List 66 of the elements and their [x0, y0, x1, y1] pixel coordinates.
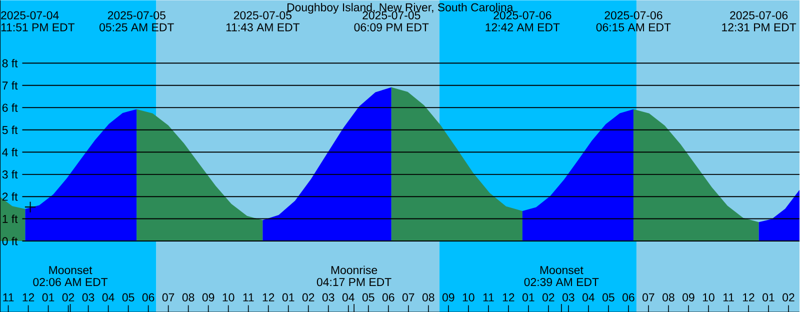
- x-tick-label: 07: [642, 293, 654, 302]
- x-tick-label: 03: [322, 293, 334, 302]
- x-tick-label: 04: [102, 293, 114, 302]
- x-tick-label: 11: [3, 293, 14, 302]
- annotation: 2025-07-04: [1, 11, 59, 20]
- x-tick-label: 09: [442, 293, 454, 302]
- x-tick-label: 11: [243, 293, 254, 302]
- annotation: 2025-07-06: [604, 11, 662, 20]
- x-tick-label: 12: [262, 293, 274, 302]
- x-tick-label: 01: [282, 293, 294, 302]
- x-tick-label: 07: [162, 293, 174, 302]
- x-tick-label: 06: [382, 293, 394, 302]
- x-tick-label: 02: [782, 293, 794, 302]
- x-tick-label: 10: [702, 293, 714, 302]
- x-tick-label: 04: [582, 293, 594, 302]
- x-tick-label: 01: [522, 293, 534, 302]
- annotation: Moonset: [540, 266, 584, 274]
- x-tick-label: 01: [762, 293, 774, 302]
- annotation: 02:06 AM EDT: [33, 278, 108, 286]
- x-tick-label: 05: [362, 293, 374, 302]
- x-tick-label: 02: [302, 293, 314, 302]
- annotation: 04:17 PM EDT: [316, 278, 392, 286]
- annotation: Moonrise: [331, 266, 378, 274]
- x-tick-label: 03: [562, 293, 574, 302]
- annotation: 06:15 AM EDT: [596, 23, 671, 32]
- annotation: 2025-07-05: [362, 11, 420, 20]
- annotation: 06:09 PM EDT: [354, 23, 429, 32]
- x-tick-label: 03: [82, 293, 94, 302]
- x-tick-label: 05: [602, 293, 614, 302]
- y-tick-label: 4 ft: [2, 148, 18, 156]
- y-tick-label: 6 ft: [2, 103, 18, 112]
- y-tick-label: 3 ft: [2, 170, 18, 178]
- x-tick-label: 02: [542, 293, 554, 302]
- annotation: 2025-07-06: [494, 11, 552, 20]
- x-tick-label: 10: [462, 293, 474, 302]
- x-tick-label: 06: [142, 293, 154, 302]
- x-tick-label: 08: [422, 293, 434, 302]
- y-tick-label: 2 ft: [2, 192, 18, 201]
- x-tick-label: 11: [723, 293, 734, 302]
- x-tick-label: 12: [743, 293, 754, 302]
- annotation: 2025-07-05: [108, 11, 166, 20]
- annotation: Moonset: [49, 266, 92, 274]
- x-tick-label: 04: [342, 293, 354, 302]
- y-tick-label: 8 ft: [2, 58, 18, 68]
- y-tick-label: 1 ft: [2, 214, 18, 223]
- annotation: 11:43 AM EDT: [226, 23, 300, 32]
- x-tick-label: 08: [182, 293, 194, 302]
- y-tick-label: 5 ft: [2, 126, 18, 134]
- annotation: 11:51 PM EDT: [1, 23, 75, 32]
- x-tick-label: 09: [682, 293, 694, 302]
- x-tick-label: 01: [42, 293, 54, 302]
- x-tick-label: 06: [622, 293, 634, 302]
- x-tick-label: 05: [122, 293, 134, 302]
- x-tick-label: 08: [662, 293, 674, 302]
- annotation: 12:42 AM EDT: [486, 23, 560, 32]
- x-tick-label: 10: [222, 293, 234, 302]
- x-tick-label: 11: [483, 293, 494, 302]
- x-tick-label: 09: [202, 293, 214, 302]
- x-tick-label: 12: [502, 293, 514, 302]
- annotation: 2025-07-06: [730, 11, 788, 20]
- x-tick-label: 12: [22, 293, 34, 302]
- y-tick-label: 7 ft: [2, 81, 18, 90]
- x-tick-label: 02: [62, 293, 74, 302]
- annotation: 12:31 PM EDT: [722, 23, 796, 32]
- annotation: 02:39 AM EDT: [524, 278, 599, 286]
- x-tick-label: 07: [402, 293, 414, 302]
